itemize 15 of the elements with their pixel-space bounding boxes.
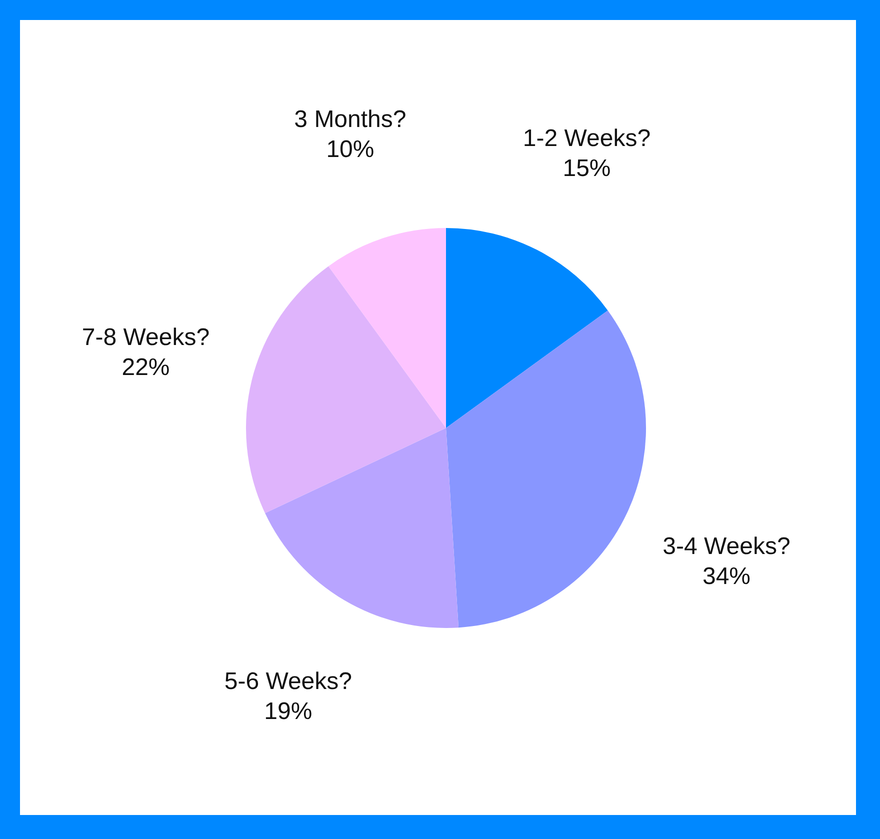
slice-label: 5-6 Weeks? — [224, 668, 352, 695]
data-label: 19% — [264, 698, 312, 725]
pie-slice — [246, 266, 446, 514]
pie-slice — [265, 428, 459, 628]
pie-slice — [446, 310, 646, 628]
slice-label: 7-8 Weeks? — [82, 324, 210, 351]
data-label: 15% — [562, 154, 611, 182]
pie-slice — [328, 228, 446, 428]
slice-label: 3-4 Weeks? — [662, 532, 790, 560]
data-label: 34% — [702, 562, 751, 590]
slice-label: 1-2 Weeks? — [522, 124, 651, 152]
data-label: 10% — [326, 136, 374, 164]
slice-label: 3 Months? — [294, 106, 406, 134]
data-label: 22% — [122, 354, 170, 381]
pie-slice — [446, 228, 608, 428]
